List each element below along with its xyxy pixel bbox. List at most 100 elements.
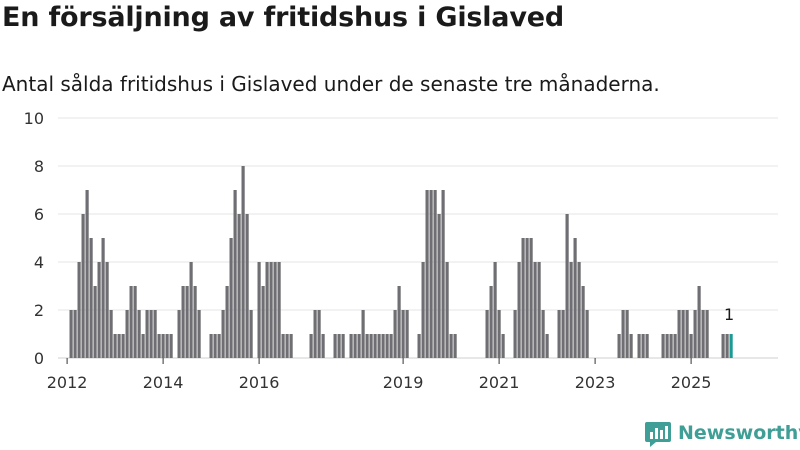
bar (365, 334, 369, 358)
bar (349, 334, 353, 358)
bar (393, 310, 397, 358)
bar (445, 262, 449, 358)
bar (221, 310, 225, 358)
brand-name: Newsworthy (678, 422, 800, 444)
bar (433, 190, 437, 358)
bar (353, 334, 357, 358)
bar (245, 214, 249, 358)
bar (621, 310, 625, 358)
bar (381, 334, 385, 358)
y-tick-label: 10 (24, 109, 44, 128)
bar (645, 334, 649, 358)
bar (577, 262, 581, 358)
bar (361, 310, 365, 358)
bar (225, 286, 229, 358)
bar (533, 262, 537, 358)
y-tick-label: 2 (34, 301, 44, 320)
x-tick-label: 2014 (143, 373, 184, 392)
bar (485, 310, 489, 358)
bar (69, 310, 73, 358)
bar-latest (729, 334, 733, 358)
bar (73, 310, 77, 358)
bar (397, 286, 401, 358)
bar (665, 334, 669, 358)
bar (529, 238, 533, 358)
bar (273, 262, 277, 358)
bar (705, 310, 709, 358)
annotation-label: 1 (724, 305, 734, 324)
bar (309, 334, 313, 358)
bar (629, 334, 633, 358)
bar (229, 238, 233, 358)
bar (669, 334, 673, 358)
bar (405, 310, 409, 358)
bar (437, 214, 441, 358)
bar (569, 262, 573, 358)
bar (725, 334, 729, 358)
bar (513, 310, 517, 358)
bar (261, 286, 265, 358)
y-axis-ticks: 0 2 4 6 8 10 (24, 109, 44, 368)
chart-title: En försäljning av fritidshus i Gislaved (2, 2, 564, 33)
bar (233, 190, 237, 358)
y-tick-label: 4 (34, 253, 44, 272)
bar (317, 310, 321, 358)
bar (153, 310, 157, 358)
bar (489, 286, 493, 358)
y-tick-label: 0 (34, 349, 44, 368)
bar (277, 262, 281, 358)
bar (673, 334, 677, 358)
bar (497, 310, 501, 358)
gridlines (58, 117, 778, 359)
bar (101, 238, 105, 358)
bar (97, 262, 101, 358)
bar-chart: 0 2 4 6 8 10 2012 2014 2016 2019 2021 2023 2025 1 (24, 109, 778, 392)
bar (333, 334, 337, 358)
bar (337, 334, 341, 358)
chart-subtitle: Antal sålda fritidshus i Gislaved under … (2, 72, 660, 96)
bar (537, 262, 541, 358)
bar (641, 334, 645, 358)
bar (149, 310, 153, 358)
bar (117, 334, 121, 358)
x-tick-label: 2019 (383, 373, 424, 392)
bar (125, 310, 129, 358)
bar (181, 286, 185, 358)
bar (289, 334, 293, 358)
bar (237, 214, 241, 358)
bar (421, 262, 425, 358)
x-tick-label: 2016 (239, 373, 280, 392)
bar (145, 310, 149, 358)
bar (689, 334, 693, 358)
y-tick-label: 8 (34, 157, 44, 176)
bar (693, 310, 697, 358)
y-tick-label: 6 (34, 205, 44, 224)
bar (341, 334, 345, 358)
bar (685, 310, 689, 358)
bar (133, 286, 137, 358)
bar (193, 286, 197, 358)
bar (357, 334, 361, 358)
bar (321, 334, 325, 358)
bar (89, 238, 93, 358)
bar (697, 286, 701, 358)
bar (217, 334, 221, 358)
bar (617, 334, 621, 358)
bar (109, 310, 113, 358)
bar (625, 310, 629, 358)
bar (521, 238, 525, 358)
bar (681, 310, 685, 358)
bar (541, 310, 545, 358)
bar (241, 166, 245, 358)
bar (313, 310, 317, 358)
bar (453, 334, 457, 358)
bar (441, 190, 445, 358)
bar (637, 334, 641, 358)
bar (85, 190, 89, 358)
bar (281, 334, 285, 358)
bar (105, 262, 109, 358)
bar (77, 262, 81, 358)
bar (573, 238, 577, 358)
bar (81, 214, 85, 358)
bar (517, 262, 521, 358)
